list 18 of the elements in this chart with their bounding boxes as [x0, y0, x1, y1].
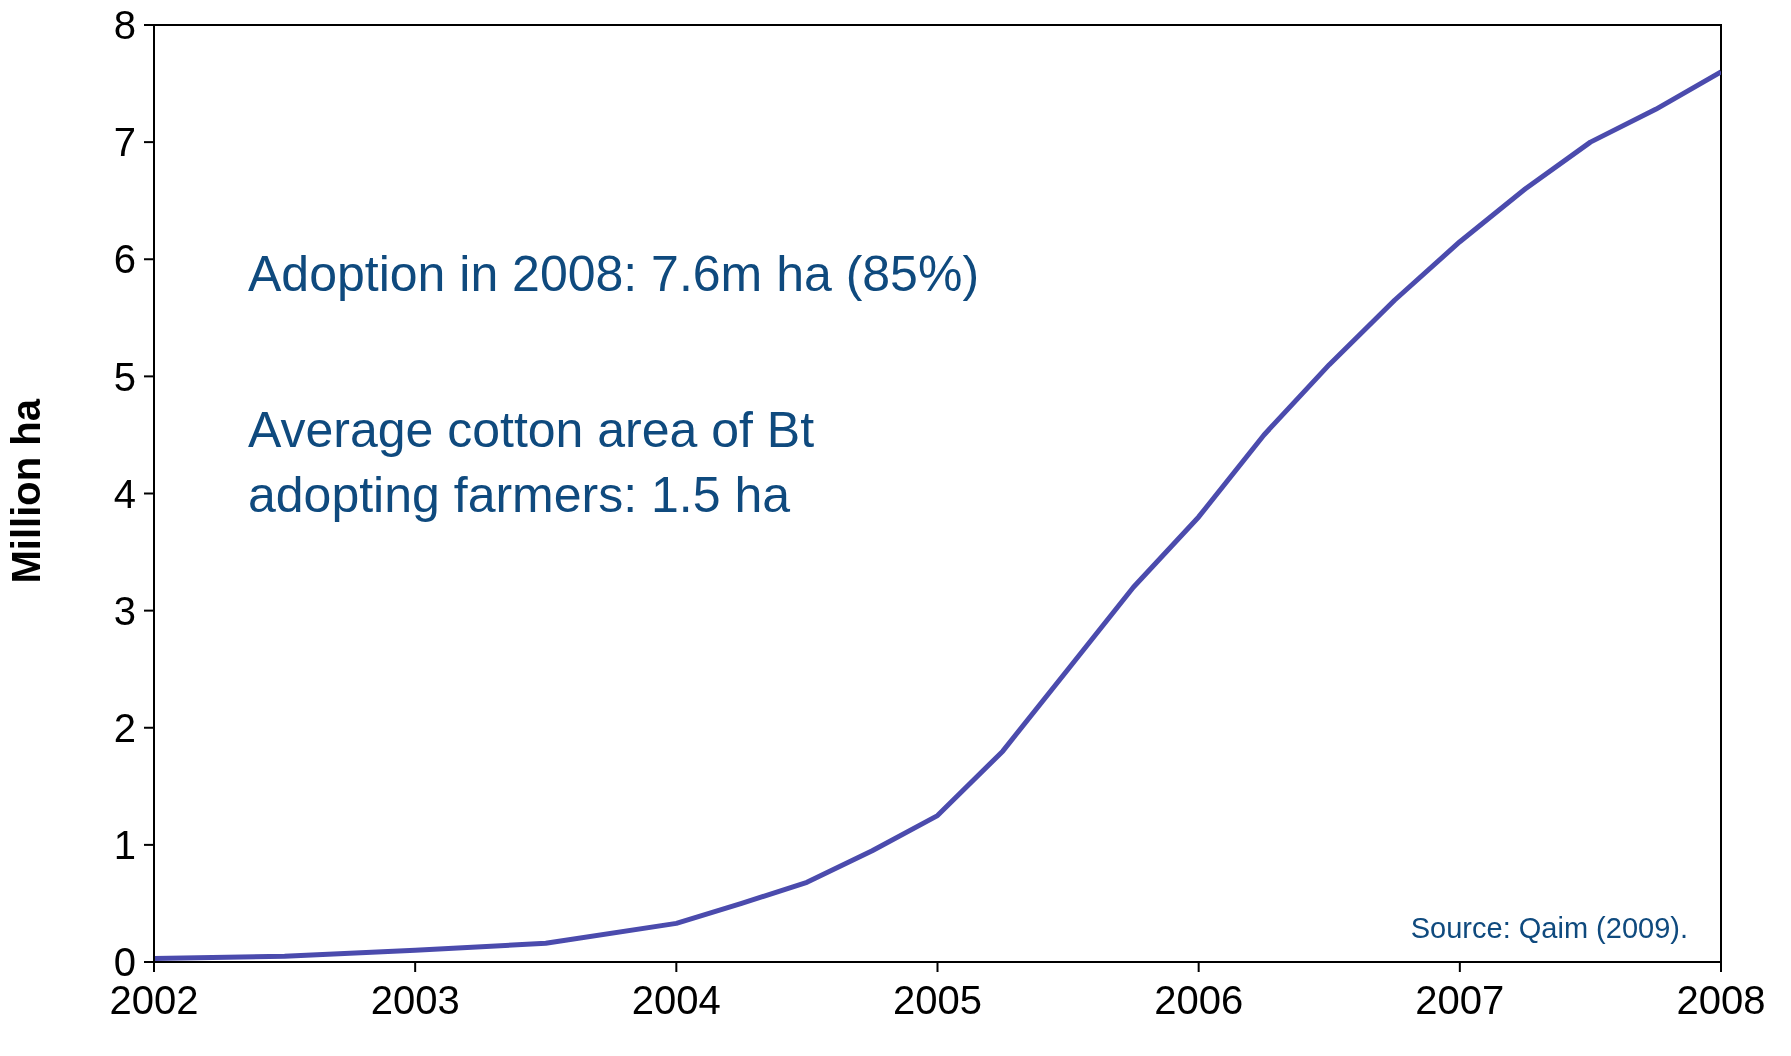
- y-tick-label: 1: [113, 823, 136, 868]
- x-tick-label: 2007: [1415, 978, 1505, 1023]
- x-tick-label: 2008: [1676, 978, 1766, 1023]
- y-tick-label: 7: [113, 120, 136, 165]
- y-tick-label: 4: [113, 471, 136, 516]
- y-tick-label: 2: [113, 705, 136, 750]
- y-tick-label: 3: [113, 588, 136, 633]
- annotation: Average cotton area of Bt adopting farmers: 1.5 ha: [248, 401, 816, 525]
- x-tick-label: 2006: [1154, 978, 1244, 1023]
- x-tick-label: 2004: [631, 978, 721, 1023]
- x-tick-label: 2003: [370, 978, 460, 1023]
- y-tick-label: 8: [113, 3, 136, 48]
- x-tick-label: 2005: [893, 978, 982, 1023]
- y-tick-label: 5: [113, 354, 136, 399]
- annotation: Source: Qaim (2009).: [1410, 911, 1688, 946]
- y-axis-title: Million ha: [4, 398, 49, 584]
- y-tick-label: 6: [113, 237, 136, 282]
- annotation: Adoption in 2008: 7.6m ha (85%): [248, 245, 980, 304]
